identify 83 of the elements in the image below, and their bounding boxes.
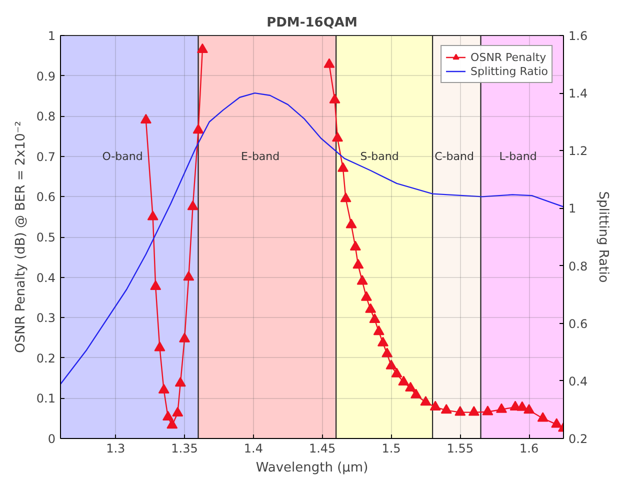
point: [405, 382, 416, 392]
point: [172, 406, 184, 416]
point: [147, 210, 158, 220]
y-tick-label: 1: [48, 29, 56, 43]
x-tick-label: 1.45: [308, 442, 336, 456]
y2-tick-label: 1.2: [568, 144, 588, 158]
y2-tick-label: 0.4: [568, 374, 588, 388]
point: [174, 377, 186, 387]
point: [398, 376, 410, 386]
point: [365, 303, 376, 313]
y2-tick-label: 0.2: [568, 432, 588, 446]
point: [537, 412, 548, 422]
y2-tick-label: 0.8: [568, 259, 588, 274]
point: [350, 240, 361, 250]
point: [551, 418, 562, 428]
point: [386, 360, 397, 370]
y2-tick-label: 0.6: [568, 316, 588, 331]
point: [346, 218, 357, 228]
y-tick-label: 0.5: [36, 230, 56, 244]
band-label: O-band: [102, 150, 143, 163]
point: [150, 280, 162, 290]
point: [196, 43, 208, 53]
point: [162, 410, 174, 421]
point: [340, 192, 352, 202]
x-tick-label: 1.3: [106, 442, 126, 456]
point: [140, 114, 152, 124]
y-tick-label: 0.4: [36, 270, 56, 285]
y2-axis-title: Splitting Ratio: [596, 191, 611, 283]
point: [482, 406, 494, 416]
point: [154, 342, 166, 352]
point: [430, 400, 441, 410]
y-tick-label: 0.9: [36, 69, 56, 84]
y-tick-label: 0.6: [36, 190, 56, 204]
point: [183, 271, 194, 281]
x-tick-label: 1.4: [244, 442, 263, 456]
y-tick-label: 0: [48, 432, 56, 446]
point: [373, 325, 384, 336]
y-tick-label: 0.3: [36, 311, 56, 326]
y2-tick-label: 1.4: [568, 86, 588, 101]
y-tick-label: 0.8: [36, 110, 56, 124]
point: [187, 200, 198, 210]
point: [352, 258, 364, 269]
point: [158, 384, 170, 394]
point: [329, 94, 340, 104]
point: [382, 348, 393, 358]
y2-tick-label: 1: [568, 202, 576, 216]
point: [166, 418, 178, 429]
band-label: C-band: [434, 150, 474, 163]
x-axis-title: Wavelength (μm): [256, 460, 368, 476]
point: [440, 404, 452, 414]
point: [192, 124, 204, 134]
y-axis-title: OSNR Penalty (dB) @ BER = 2x10⁻²: [13, 121, 28, 353]
point: [179, 332, 190, 342]
point: [496, 403, 507, 413]
point: [410, 388, 422, 398]
point: [468, 406, 480, 416]
point: [377, 336, 388, 346]
point: [454, 406, 466, 416]
band-label: E-band: [241, 150, 280, 163]
legend-label: OSNR Penalty: [470, 50, 546, 64]
point: [420, 396, 432, 406]
x-tick-label: 1.35: [171, 442, 198, 456]
y-tick-label: 0.2: [36, 351, 56, 366]
point: [324, 58, 335, 68]
band-label: S-band: [360, 150, 399, 163]
chart-title: PDM-16QAM: [266, 16, 358, 30]
point: [332, 132, 343, 142]
y-tick-label: 0.1: [36, 392, 56, 406]
band-label: L-band: [499, 150, 537, 163]
y2-tick-label: 1.6: [568, 29, 588, 43]
line-series: [60, 92, 564, 385]
point: [338, 162, 349, 172]
point: [360, 291, 372, 301]
point: [524, 404, 535, 414]
x-tick-label: 1.6: [520, 442, 539, 456]
legend-label: Splitting Ratio: [470, 64, 548, 78]
point: [516, 401, 528, 411]
y-tick-label: 0.7: [36, 150, 56, 164]
x-tick-label: 1.55: [446, 442, 474, 456]
point: [391, 368, 402, 378]
point: [369, 313, 380, 323]
point: [356, 275, 368, 285]
x-tick-label: 1.5: [382, 442, 401, 456]
